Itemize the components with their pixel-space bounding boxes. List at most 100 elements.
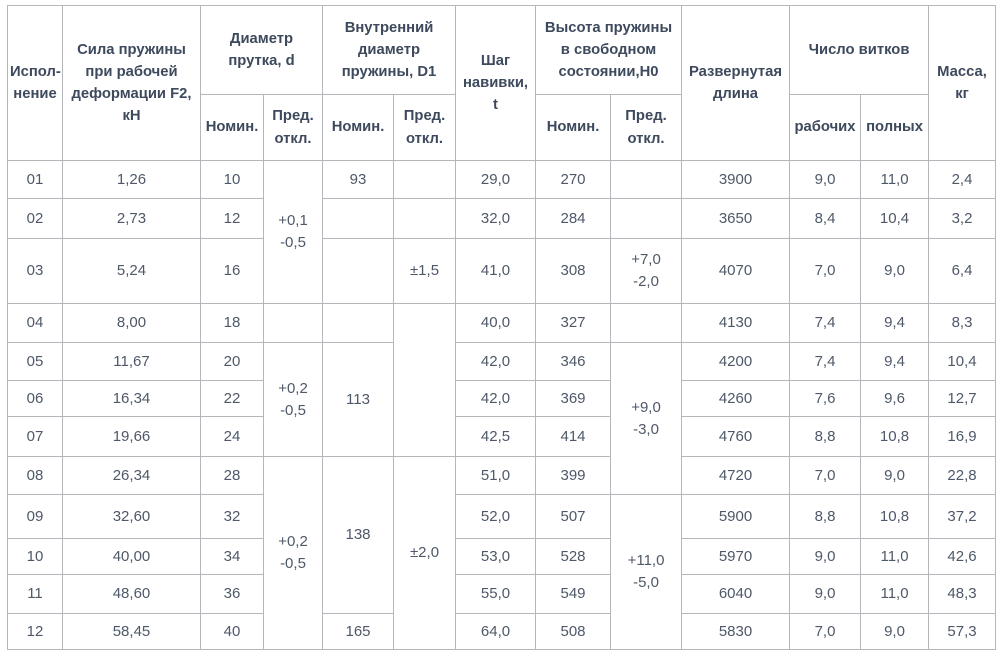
- cell-length: 5830: [681, 613, 791, 650]
- cell-execution: 11: [7, 574, 63, 614]
- cell-d1-deviation-merged: [393, 303, 456, 457]
- cell-force: 16,34: [62, 380, 201, 417]
- cell-mass: 3,2: [928, 198, 997, 239]
- header-row-groups: Испол- нение Сила пружины при рабочей де…: [7, 5, 997, 161]
- cell-turns-full: 9,0: [860, 238, 930, 304]
- cell-turns-working: 8,8: [789, 494, 862, 539]
- cell-turns-working: 7,4: [789, 303, 862, 343]
- cell-length: 4200: [681, 342, 791, 381]
- cell-h0-nominal: 308: [535, 238, 611, 304]
- cell-turns-full: 9,4: [860, 342, 930, 381]
- cell-d-nominal: 22: [200, 380, 264, 417]
- cell-turns-working: 7,0: [789, 613, 862, 650]
- cell-h0-nominal: 284: [535, 198, 611, 239]
- cell-turns-working: 7,0: [789, 456, 862, 495]
- cell-d-nominal: 34: [200, 538, 264, 575]
- cell-d1-nominal-merged: 113: [322, 342, 394, 457]
- col-header-inner-diameter: Внутренний диаметр пружины, D1: [322, 5, 456, 95]
- cell-mass: 10,4: [928, 342, 997, 381]
- cell-execution: 04: [7, 303, 63, 343]
- cell-d-deviation: [263, 303, 323, 343]
- cell-length: 5970: [681, 538, 791, 575]
- cell-h0-deviation: [609, 160, 683, 199]
- cell-pitch: 55,0: [455, 574, 536, 614]
- cell-length: 4720: [681, 456, 791, 495]
- cell-mass: 12,7: [928, 380, 997, 417]
- table-row: 07 19,66 24 42,5 414 4760 8,8 10,8 16,9: [7, 416, 997, 457]
- cell-length: 4130: [681, 303, 791, 343]
- cell-length: 3650: [681, 198, 791, 239]
- col-header-unfolded-length: Развернутая длина: [681, 5, 791, 161]
- cell-length: 5900: [681, 494, 791, 539]
- table-row: 12 58,45 40 165 64,0 508 5830 7,0 9,0 57…: [7, 613, 997, 650]
- cell-h0-nominal: 346: [535, 342, 611, 381]
- cell-d-nominal: 24: [200, 416, 264, 457]
- cell-execution: 07: [7, 416, 63, 457]
- cell-turns-full: 9,4: [860, 303, 930, 343]
- cell-h0-nominal: 414: [535, 416, 611, 457]
- cell-execution: 10: [7, 538, 63, 575]
- cell-length: 4260: [681, 380, 791, 417]
- cell-force: 11,67: [62, 342, 201, 381]
- cell-d-nominal: 18: [200, 303, 264, 343]
- col-header-pitch: Шаг навивки, t: [455, 5, 536, 161]
- cell-force: 8,00: [62, 303, 201, 343]
- cell-h0-nominal: 528: [535, 538, 611, 575]
- subheader-d1-deviation: Пред. откл.: [393, 94, 456, 161]
- cell-d-deviation-merged: +0,2 -0,5: [263, 342, 323, 457]
- cell-d-nominal: 36: [200, 574, 264, 614]
- table-row: 01 1,26 10 +0,1 -0,5 93 29,0 270 3900 9,…: [7, 160, 997, 304]
- cell-d1-nominal: [322, 238, 394, 304]
- cell-d1-deviation: [393, 198, 456, 239]
- spring-spec-table: Испол- нение Сила пружины при рабочей де…: [7, 5, 997, 650]
- cell-turns-working: 8,8: [789, 416, 862, 457]
- cell-pitch: 64,0: [455, 613, 536, 650]
- table-row: 04 8,00 18 40,0 327 4130 7,4 9,4 8,3: [7, 303, 997, 457]
- cell-mass: 48,3: [928, 574, 997, 614]
- table-row: 09 32,60 32 52,0 507 +11,0 -5,0 5900 8,8…: [7, 494, 997, 650]
- cell-force: 2,73: [62, 198, 201, 239]
- cell-mass: 37,2: [928, 494, 997, 539]
- subheader-d-nominal: Номин.: [200, 94, 264, 161]
- cell-turns-full: 9,0: [860, 456, 930, 495]
- cell-mass: 42,6: [928, 538, 997, 575]
- subheader-h0-nominal: Номин.: [535, 94, 611, 161]
- cell-pitch: 42,0: [455, 380, 536, 417]
- cell-d-nominal: 16: [200, 238, 264, 304]
- cell-turns-working: 9,0: [789, 538, 862, 575]
- table-row: 03 5,24 16 ±1,5 41,0 308 +7,0 -2,0 4070 …: [7, 238, 997, 304]
- cell-pitch: 53,0: [455, 538, 536, 575]
- cell-force: 40,00: [62, 538, 201, 575]
- cell-execution: 01: [7, 160, 63, 199]
- cell-force: 19,66: [62, 416, 201, 457]
- cell-h0-nominal: 327: [535, 303, 611, 343]
- cell-d-nominal: 28: [200, 456, 264, 495]
- cell-mass: 8,3: [928, 303, 997, 343]
- table-row: 11 48,60 36 55,0 549 6040 9,0 11,0 48,3: [7, 574, 997, 614]
- cell-execution: 09: [7, 494, 63, 539]
- cell-turns-working: 7,4: [789, 342, 862, 381]
- cell-pitch: 51,0: [455, 456, 536, 495]
- cell-turns-full: 11,0: [860, 574, 930, 614]
- cell-turns-full: 10,4: [860, 198, 930, 239]
- cell-d-deviation-merged: +0,2 -0,5: [263, 456, 323, 650]
- cell-h0-nominal: 549: [535, 574, 611, 614]
- cell-h0-deviation: [609, 303, 683, 343]
- cell-d1-nominal: 93: [322, 160, 394, 199]
- cell-turns-working: 9,0: [789, 160, 862, 199]
- cell-d1-deviation: ±1,5: [393, 238, 456, 304]
- cell-d1-deviation-merged: ±2,0: [393, 456, 456, 650]
- table-row: 05 11,67 20 +0,2 -0,5 113 42,0 346 +9,0 …: [7, 342, 997, 495]
- table-row: 02 2,73 12 32,0 284 3650 8,4 10,4 3,2: [7, 198, 997, 239]
- cell-d-deviation-merged: +0,1 -0,5: [263, 160, 323, 304]
- cell-execution: 05: [7, 342, 63, 381]
- cell-turns-working: 7,6: [789, 380, 862, 417]
- cell-d-nominal: 12: [200, 198, 264, 239]
- cell-pitch: 41,0: [455, 238, 536, 304]
- table-row: 08 26,34 28 +0,2 -0,5 138 ±2,0 51,0 399 …: [7, 456, 997, 650]
- col-header-mass: Масса, кг: [928, 5, 997, 161]
- cell-d1-nominal: [322, 198, 394, 239]
- cell-d-nominal: 10: [200, 160, 264, 199]
- cell-length: 4760: [681, 416, 791, 457]
- cell-length: 6040: [681, 574, 791, 614]
